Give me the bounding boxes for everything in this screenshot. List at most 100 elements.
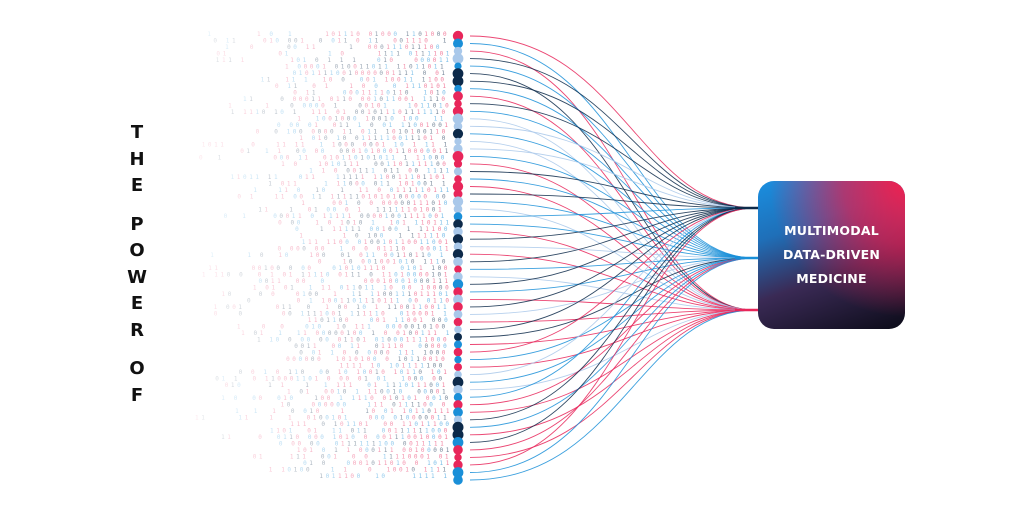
binary-digit: 1 — [374, 382, 378, 389]
binary-digit: 1 — [288, 31, 292, 38]
binary-digit: 0 — [444, 428, 448, 435]
binary-digit: 0 — [393, 31, 397, 38]
binary-digit: 0 — [384, 330, 388, 337]
binary-digit: 1 — [281, 161, 285, 168]
data-node — [453, 46, 463, 56]
flow-line — [469, 43, 756, 259]
binary-digit: 1 — [308, 317, 312, 324]
binary-digit: 1 — [232, 38, 236, 45]
flow-line — [469, 207, 756, 353]
binary-digit: 0 — [343, 90, 347, 97]
binary-digit: 0 — [304, 64, 308, 71]
binary-digit: 1 — [446, 330, 450, 337]
binary-digit: 1 — [323, 77, 327, 84]
binary-digit: 1 — [293, 181, 297, 188]
binary-digit: 0 — [332, 200, 336, 207]
binary-digit: 1 — [352, 421, 356, 428]
binary-digit: 1 — [340, 246, 344, 253]
binary-digit: 0 — [427, 298, 431, 305]
binary-digit: 1 — [345, 434, 349, 441]
binary-digit: 1 — [369, 265, 373, 272]
binary-digit: 0 — [382, 434, 386, 441]
flow-line — [469, 231, 756, 311]
binary-digit: 1 — [331, 161, 335, 168]
binary-digit: 1 — [377, 291, 381, 298]
binary-digit: 1 — [344, 415, 348, 422]
binary-digit: 0 — [352, 246, 356, 253]
binary-digit: 1 — [399, 90, 403, 97]
binary-digit: 0 — [433, 246, 437, 253]
binary-digit: 0 — [376, 226, 380, 233]
binary-digit: 0 — [294, 343, 298, 350]
binary-digit: 1 — [342, 129, 346, 136]
binary-digit: 1 — [385, 213, 389, 220]
data-node — [453, 317, 463, 327]
binary-digit: 1 — [336, 135, 340, 142]
binary-digit: 0 — [311, 129, 315, 136]
binary-digit: 0 — [400, 369, 404, 376]
binary-digit: 0 — [335, 155, 339, 162]
title-letter: W — [127, 266, 147, 288]
binary-digit: 0 — [435, 174, 439, 181]
binary-digit: 0 — [441, 96, 445, 103]
binary-digit: 1 — [403, 252, 407, 259]
binary-digit: 1 — [282, 142, 286, 149]
binary-digit: 0 — [262, 324, 266, 331]
binary-digit: 1 — [324, 109, 328, 116]
flow-line — [469, 257, 756, 315]
binary-digit: 1 — [395, 434, 399, 441]
binary-digit: 0 — [427, 187, 431, 194]
binary-digit: 0 — [299, 350, 303, 357]
binary-digit: 1 — [398, 356, 402, 363]
binary-digit: 1 — [289, 428, 293, 435]
binary-digit: 1 — [301, 272, 305, 279]
binary-digit: 1 — [423, 233, 427, 240]
binary-digit: 0 — [228, 291, 232, 298]
flow-line — [469, 309, 756, 436]
binary-digit: 1 — [406, 38, 410, 45]
binary-digit: 1 — [440, 64, 444, 71]
binary-digit: 0 — [390, 421, 394, 428]
binary-digit: 0 — [379, 155, 383, 162]
binary-digit: 0 — [338, 415, 342, 422]
binary-digit: 1 — [343, 194, 347, 201]
binary-digit: 1 — [306, 44, 310, 51]
binary-digit: 0 — [405, 181, 409, 188]
binary-digit: 1 — [365, 252, 369, 259]
binary-digit: 0 — [276, 304, 280, 311]
binary-digit: 1 — [361, 356, 365, 363]
binary-digit: 1 — [372, 441, 376, 448]
binary-digit: 0 — [361, 181, 365, 188]
binary-digit: 0 — [431, 428, 435, 435]
binary-digit: 0 — [294, 38, 298, 45]
binary-digit: 1 — [407, 265, 411, 272]
data-node — [452, 279, 464, 290]
binary-digit: 0 — [429, 350, 433, 357]
binary-digit: 1 — [343, 233, 347, 240]
binary-digit: 0 — [356, 38, 360, 45]
binary-digit: 1 — [350, 311, 354, 318]
binary-digit: 0 — [318, 129, 322, 136]
binary-digit: 0 — [435, 70, 439, 77]
binary-digit: 1 — [371, 330, 375, 337]
binary-digit: 0 — [338, 343, 342, 350]
binary-digit: 0 — [394, 272, 398, 279]
binary-digit: 0 — [386, 174, 390, 181]
box-line-3: MEDICINE — [796, 271, 867, 286]
binary-digit: 1 — [394, 142, 398, 149]
binary-digit: 0 — [291, 441, 295, 448]
binary-digit: 0 — [357, 200, 361, 207]
binary-digit: 1 — [295, 142, 299, 149]
binary-digit: 1 — [401, 239, 405, 246]
binary-digit: 1 — [364, 239, 368, 246]
binary-digit: 1 — [281, 402, 285, 409]
binary-digit: 1 — [378, 441, 382, 448]
binary-digit: 0 — [395, 395, 399, 402]
binary-digit: 0 — [293, 90, 297, 97]
binary-digit: 0 — [382, 200, 386, 207]
binary-digit: 1 — [374, 135, 378, 142]
binary-digit: 1 — [402, 220, 406, 227]
binary-digit: 1 — [278, 330, 282, 337]
binary-digit: 0 — [445, 103, 449, 110]
binary-digit: 0 — [359, 220, 363, 227]
